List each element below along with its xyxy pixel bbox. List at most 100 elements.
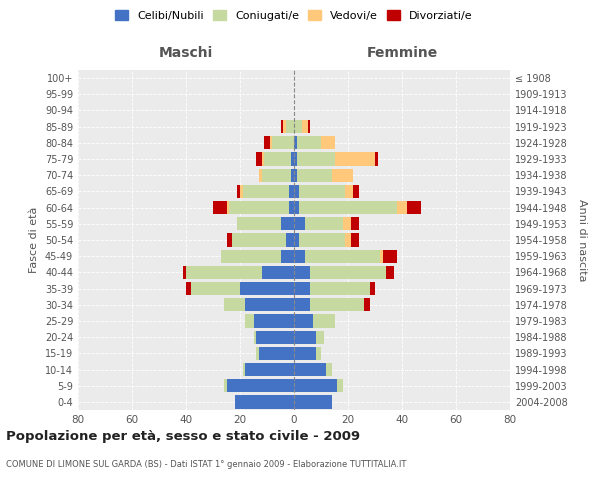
Bar [407,201,421,214]
Bar [294,314,313,328]
Bar [270,136,272,149]
Bar [281,250,294,263]
Bar [294,346,316,360]
Bar [224,298,245,312]
Bar [346,185,353,198]
Bar [265,152,292,166]
Bar [370,282,375,295]
Bar [256,330,294,344]
Bar [316,346,321,360]
Bar [245,314,254,328]
Bar [321,136,335,149]
Bar [286,120,294,134]
Bar [243,185,289,198]
Bar [375,152,378,166]
Bar [191,282,240,295]
Bar [383,250,397,263]
Bar [259,346,294,360]
Bar [256,346,259,360]
Bar [364,298,370,312]
Bar [294,168,296,182]
Bar [256,152,262,166]
Bar [350,234,359,246]
Bar [281,120,283,134]
Bar [296,152,335,166]
Bar [302,120,308,134]
Bar [238,217,281,230]
Text: Maschi: Maschi [159,46,213,60]
Bar [294,234,299,246]
Bar [227,201,229,214]
Text: Popolazione per età, sesso e stato civile - 2009: Popolazione per età, sesso e stato civil… [6,430,360,443]
Bar [337,379,343,392]
Bar [292,168,294,182]
Bar [397,201,407,214]
Y-axis label: Anni di nascita: Anni di nascita [577,198,587,281]
Bar [299,201,397,214]
Bar [294,201,299,214]
Bar [299,185,346,198]
Bar [242,363,245,376]
Bar [294,330,316,344]
Bar [343,217,351,230]
Bar [294,379,337,392]
Bar [294,250,305,263]
Bar [254,314,294,328]
Bar [186,282,191,295]
Bar [332,168,353,182]
Bar [245,298,294,312]
Bar [281,217,294,230]
Bar [313,314,335,328]
Bar [272,136,294,149]
Bar [262,152,265,166]
Bar [224,379,227,392]
Bar [232,234,286,246]
Bar [294,396,332,408]
Bar [227,379,294,392]
Bar [294,120,302,134]
Bar [227,234,232,246]
Bar [310,298,364,312]
Bar [254,330,256,344]
Bar [259,168,262,182]
Bar [294,298,310,312]
Bar [305,250,380,263]
Bar [229,201,289,214]
Bar [296,168,332,182]
Bar [184,266,186,279]
Bar [240,185,242,198]
Bar [310,282,370,295]
Bar [262,266,294,279]
Bar [294,217,305,230]
Bar [310,266,386,279]
Bar [186,266,262,279]
Bar [326,363,332,376]
Bar [386,266,394,279]
Bar [346,234,350,246]
Bar [316,330,324,344]
Bar [262,168,292,182]
Bar [286,234,294,246]
Bar [296,136,321,149]
Bar [335,152,375,166]
Bar [308,120,310,134]
Bar [221,250,281,263]
Bar [245,363,294,376]
Bar [294,282,310,295]
Bar [283,120,286,134]
Bar [240,282,294,295]
Bar [299,234,346,246]
Bar [294,363,326,376]
Bar [235,396,294,408]
Bar [353,185,359,198]
Bar [294,136,296,149]
Bar [213,201,227,214]
Bar [350,217,359,230]
Bar [294,185,299,198]
Bar [305,217,343,230]
Bar [238,185,240,198]
Bar [380,250,383,263]
Bar [294,152,296,166]
Text: Femmine: Femmine [367,46,437,60]
Bar [289,185,294,198]
